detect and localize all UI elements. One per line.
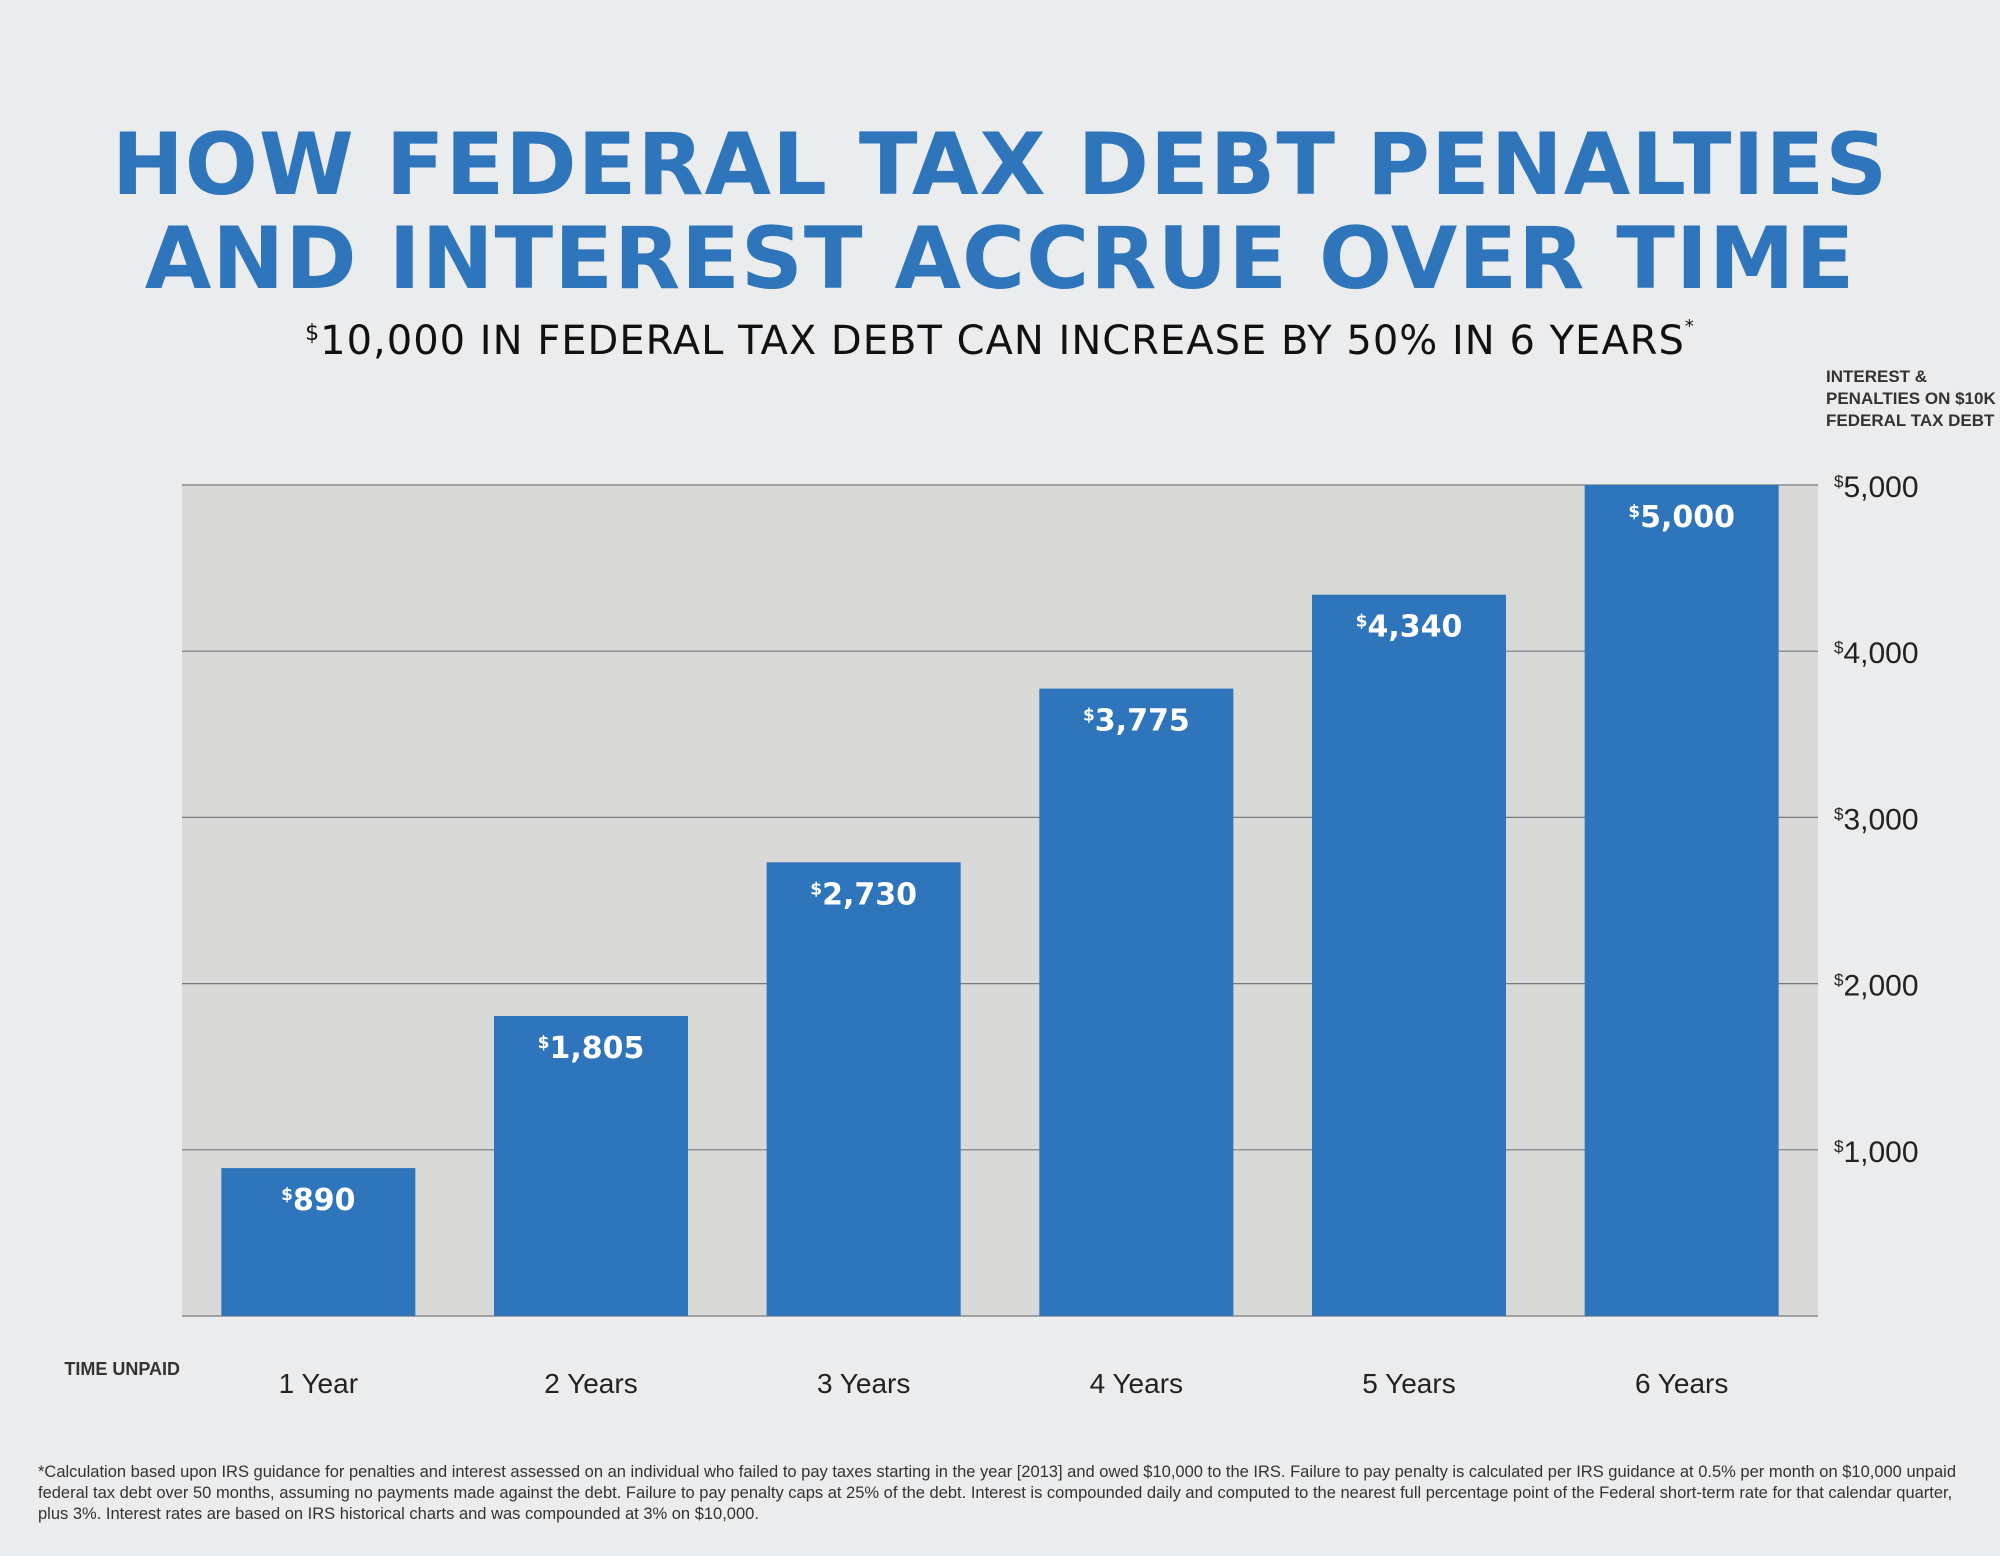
data-label-value: 1,805 (549, 1031, 644, 1066)
x-axis-title: TIME UNPAID (64, 1359, 180, 1379)
x-category-label: 1 Year (279, 1368, 358, 1399)
y-tick-currency: $ (1834, 1137, 1844, 1156)
y-tick-value: 3,000 (1843, 803, 1918, 836)
data-label-value: 3,775 (1095, 704, 1190, 739)
bar-6 (1584, 485, 1779, 1316)
data-label-value: 890 (293, 1183, 356, 1218)
data-label-currency: $ (1083, 706, 1095, 726)
subtitle-dollar-sign: $ (305, 321, 321, 346)
bar-1 (221, 1168, 416, 1316)
y-tick-label: $3,000 (1834, 803, 1919, 836)
data-label-currency: $ (281, 1185, 293, 1205)
y-tick-value: 1,000 (1843, 1136, 1918, 1169)
y-tick-currency: $ (1834, 971, 1844, 990)
bar-4 (1039, 688, 1234, 1316)
y-tick-label: $1,000 (1834, 1136, 1919, 1169)
chart-title: HOW FEDERAL TAX DEBT PENALTIES AND INTER… (0, 118, 2000, 306)
plot-area (182, 485, 1818, 1316)
y-tick-currency: $ (1834, 804, 1844, 823)
data-label-value: 4,340 (1367, 610, 1462, 645)
y-axis-title: INTEREST & PENALTIES ON $10K FEDERAL TAX… (1826, 367, 1996, 430)
bar-data-label: $890 (281, 1183, 355, 1218)
bar-data-label: $5,000 (1628, 500, 1735, 535)
y-tick-label: $5,000 (1834, 471, 1919, 504)
y-tick-value: 4,000 (1843, 637, 1918, 670)
data-label-currency: $ (810, 879, 822, 899)
x-category-label: 5 Years (1362, 1368, 1455, 1399)
y-tick-currency: $ (1834, 472, 1844, 491)
bar-2 (494, 1016, 688, 1316)
data-label-currency: $ (1356, 612, 1368, 632)
subtitle-text: 10,000 IN FEDERAL TAX DEBT CAN INCREASE … (320, 318, 1685, 364)
subtitle-asterisk: * (1684, 316, 1695, 337)
y-tick-value: 5,000 (1843, 471, 1918, 504)
x-category-label: 6 Years (1635, 1368, 1728, 1399)
y-tick-label: $4,000 (1834, 637, 1919, 670)
bar-data-label: $1,805 (538, 1031, 645, 1066)
y-tick-value: 2,000 (1843, 970, 1918, 1003)
data-label-currency: $ (1628, 502, 1640, 522)
bar-data-label: $2,730 (810, 877, 917, 912)
bar-5 (1312, 594, 1506, 1316)
data-label-value: 5,000 (1640, 500, 1735, 535)
bar-data-label: $4,340 (1356, 610, 1463, 645)
chart-title-line-2: AND INTEREST ACCRUE OVER TIME (144, 209, 1856, 309)
x-category-label: 2 Years (544, 1368, 637, 1399)
data-label-value: 2,730 (822, 877, 917, 912)
data-label-currency: $ (538, 1033, 550, 1053)
chart-subtitle: $10,000 IN FEDERAL TAX DEBT CAN INCREASE… (0, 316, 2000, 364)
bar-data-label: $3,775 (1083, 704, 1190, 739)
x-category-label: 3 Years (817, 1368, 910, 1399)
y-tick-currency: $ (1834, 638, 1844, 657)
bar-3 (766, 862, 961, 1316)
x-category-label: 4 Years (1090, 1368, 1183, 1399)
chart-title-line-1: HOW FEDERAL TAX DEBT PENALTIES (111, 115, 1889, 215)
y-tick-label: $2,000 (1834, 970, 1919, 1003)
footnote: *Calculation based upon IRS guidance for… (38, 1463, 1956, 1523)
